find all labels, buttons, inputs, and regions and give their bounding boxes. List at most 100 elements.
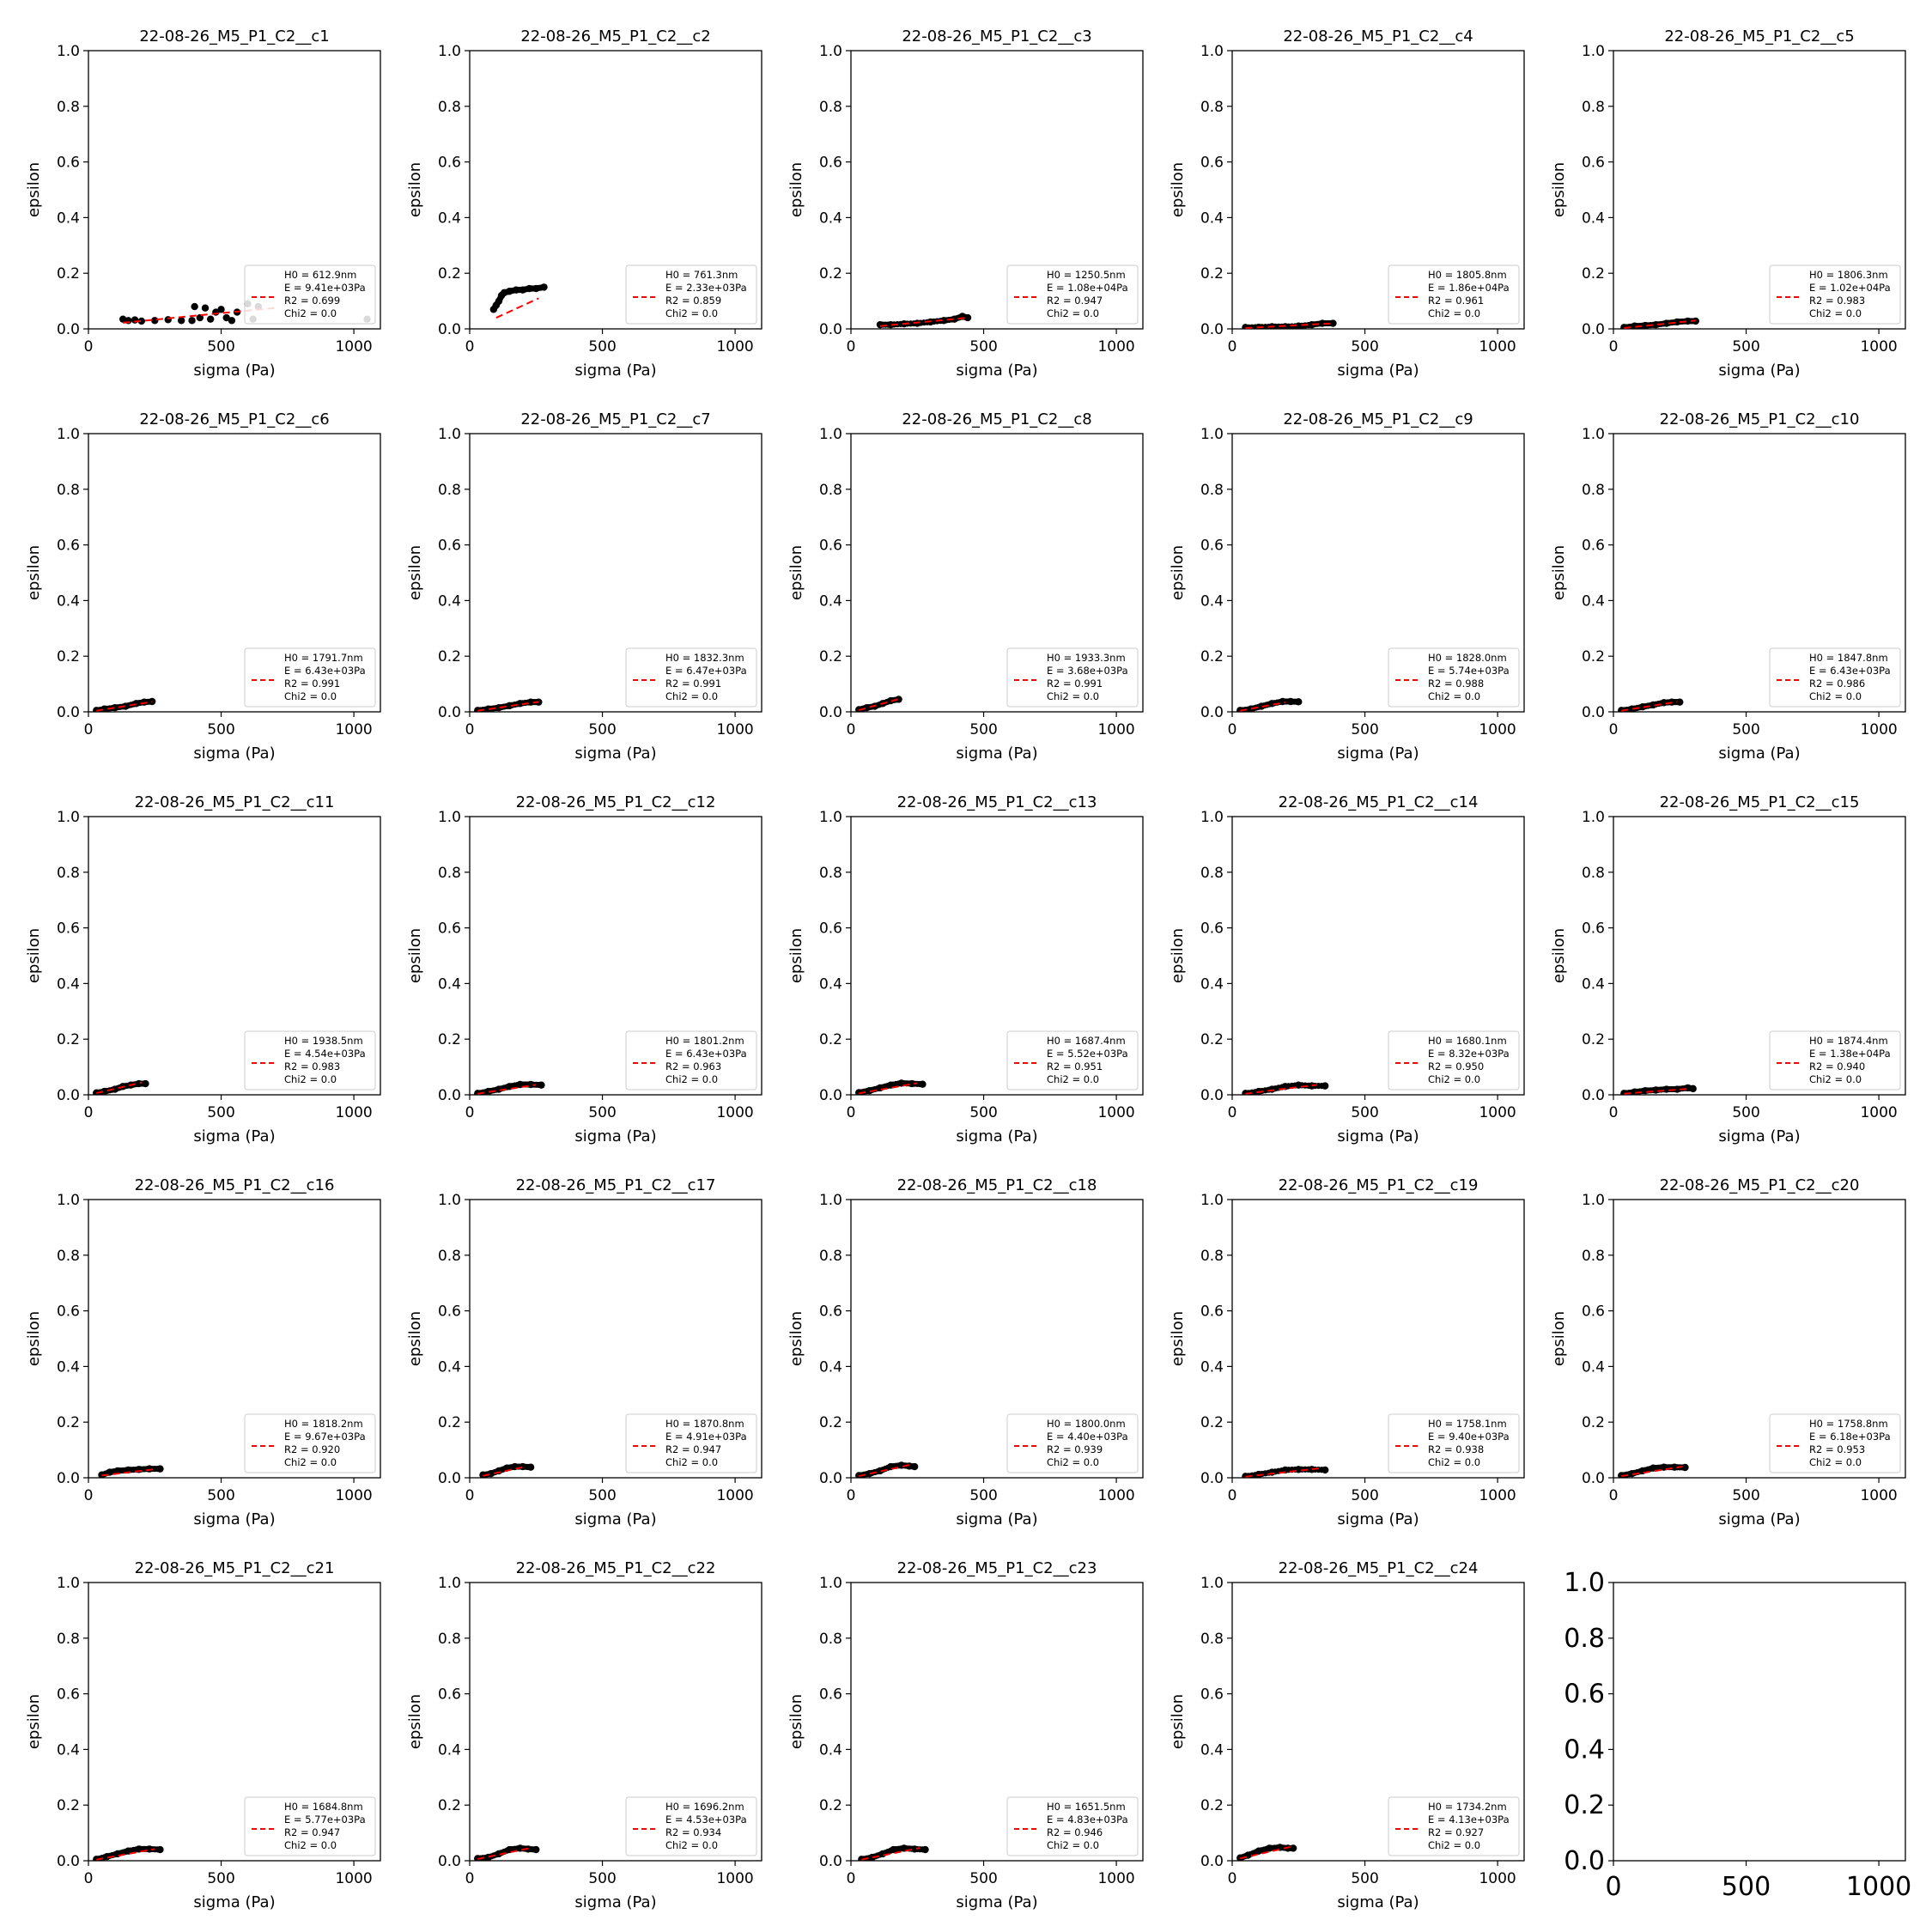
x-tick-label: 500 [969, 1487, 997, 1504]
legend-entry: Chi2 = 0.0 [284, 1073, 337, 1085]
y-tick-label: 0.8 [1582, 99, 1605, 116]
y-tick-label: 0.8 [819, 482, 842, 499]
x-tick-label: 0 [1609, 1487, 1619, 1504]
y-tick-label: 0.0 [819, 321, 842, 338]
legend-entry: H0 = 1791.7nm [284, 652, 363, 664]
subplot-15: 0 500 1000 0.0 0.2 0.4 0.6 0.8 1.0 22-08-26_M5_P1… [1550, 793, 1906, 1145]
data-point [142, 1079, 149, 1088]
legend-entry: H0 = 1758.8nm [1809, 1418, 1888, 1430]
legend-entry: H0 = 1651.5nm [1047, 1801, 1126, 1813]
x-tick-label: 0 [465, 1487, 475, 1504]
fit-line [477, 701, 539, 712]
legend-entry: Chi2 = 0.0 [665, 1839, 718, 1851]
y-tick-label: 0.6 [438, 1686, 461, 1704]
legend-entry: Chi2 = 0.0 [1809, 1456, 1862, 1468]
data-point [526, 1463, 535, 1471]
x-tick-label: 500 [1732, 1487, 1759, 1504]
y-tick-label: 1.0 [1200, 43, 1224, 60]
legend-entry: Chi2 = 0.0 [665, 690, 718, 702]
y-tick-label: 1.0 [57, 1575, 80, 1592]
y-tick-label: 1.0 [438, 1192, 461, 1209]
x-tick-label: 500 [207, 338, 234, 355]
legend-entry: R2 = 0.983 [284, 1060, 340, 1072]
legend-entry: Chi2 = 0.0 [1047, 307, 1099, 319]
subplot-22: 0 500 1000 0.0 0.2 0.4 0.6 0.8 1.0 22-08-26_M5_P1… [406, 1559, 762, 1911]
legend-entry: Chi2 = 0.0 [1428, 1839, 1480, 1851]
legend-entry: Chi2 = 0.0 [665, 1456, 718, 1468]
subplot-7: 0 500 1000 0.0 0.2 0.4 0.6 0.8 1.0 22-08-26_M5_P1… [406, 410, 762, 762]
legend-entry: R2 = 0.950 [1428, 1060, 1484, 1072]
y-tick-label: 0.6 [438, 155, 461, 172]
y-tick-label: 1.0 [438, 809, 461, 826]
subplot-title: 22-08-26_M5_P1_C2__c18 [897, 1176, 1097, 1194]
y-tick-label: 1.0 [819, 809, 842, 826]
subplot-title: 22-08-26_M5_P1_C2__c4 [1283, 27, 1473, 46]
data-point [540, 283, 548, 291]
legend-entry: E = 6.43e+03Pa [284, 665, 366, 677]
fit-line [96, 701, 153, 712]
subplot-title: 22-08-26_M5_P1_C2__c3 [902, 27, 1091, 46]
legend-entry: R2 = 0.947 [665, 1443, 721, 1455]
y-tick-label: 0.0 [819, 1470, 842, 1487]
legend-entry: H0 = 1832.3nm [665, 652, 744, 664]
y-tick-label: 0.2 [1200, 1031, 1224, 1048]
x-tick-label: 0 [84, 721, 94, 738]
legend-box [244, 1030, 376, 1091]
legend-entry: H0 = 612.9nm [284, 269, 356, 281]
x-tick-label: 1000 [1860, 338, 1897, 355]
x-tick-label: 1000 [716, 1104, 753, 1121]
x-tick-label: 500 [969, 1870, 997, 1887]
y-tick-label: 0.2 [57, 1797, 80, 1814]
y-tick-label: 0.6 [1200, 155, 1224, 172]
y-tick-label: 0.6 [1200, 920, 1224, 938]
legend-entry: E = 9.67e+03Pa [284, 1431, 366, 1443]
legend-box [1006, 1413, 1139, 1473]
x-axis-label: sigma (Pa) [1337, 744, 1419, 762]
x-axis-label: sigma (Pa) [1337, 1893, 1419, 1911]
y-tick-label: 0.2 [819, 1414, 842, 1431]
y-tick-label: 0.4 [1582, 1358, 1605, 1376]
y-tick-label: 0.2 [819, 1031, 842, 1048]
x-tick-label: 500 [969, 1104, 997, 1121]
y-tick-label: 0.0 [57, 1853, 80, 1870]
x-axis-label: sigma (Pa) [193, 1127, 275, 1145]
x-tick-label: 0 [1228, 338, 1237, 355]
legend-entry: E = 1.86e+04Pa [1428, 282, 1510, 294]
legend-box [625, 1413, 757, 1473]
data-point [228, 317, 236, 325]
y-tick-label: 0.2 [1582, 265, 1605, 283]
x-tick-label: 0 [847, 338, 856, 355]
legend-entry: R2 = 0.961 [1428, 295, 1484, 307]
legend-entry: R2 = 0.988 [1428, 677, 1484, 690]
data-point [1689, 1084, 1697, 1093]
subplot-title: 22-08-26_M5_P1_C2__c15 [1660, 793, 1860, 811]
legend-entry: E = 4.54e+03Pa [284, 1048, 366, 1060]
data-point [1681, 1463, 1689, 1472]
legend-entry: Chi2 = 0.0 [284, 1456, 337, 1468]
y-tick-label: 0.4 [438, 975, 461, 993]
legend-entry: E = 5.74e+03Pa [1428, 665, 1510, 677]
y-axis-label: epsilon [406, 545, 424, 600]
y-tick-label: 0.4 [819, 975, 842, 993]
plot-area [1613, 1582, 1906, 1862]
x-tick-label: 0 [847, 721, 856, 738]
fit-line [96, 1848, 155, 1861]
x-axis-label: sigma (Pa) [1718, 1510, 1800, 1528]
y-tick-label: 0.8 [57, 1248, 80, 1265]
subplot-title: 22-08-26_M5_P1_C2__c24 [1279, 1559, 1479, 1577]
y-tick-label: 0.8 [1582, 865, 1605, 882]
legend-box [1006, 1030, 1139, 1091]
y-tick-label: 1.0 [1582, 809, 1605, 826]
legend-entry: Chi2 = 0.0 [284, 307, 337, 319]
x-tick-label: 1000 [1097, 1104, 1134, 1121]
x-tick-label: 1000 [1479, 1104, 1516, 1121]
y-tick-label: 0.0 [819, 1087, 842, 1104]
y-tick-label: 0.0 [57, 1087, 80, 1104]
